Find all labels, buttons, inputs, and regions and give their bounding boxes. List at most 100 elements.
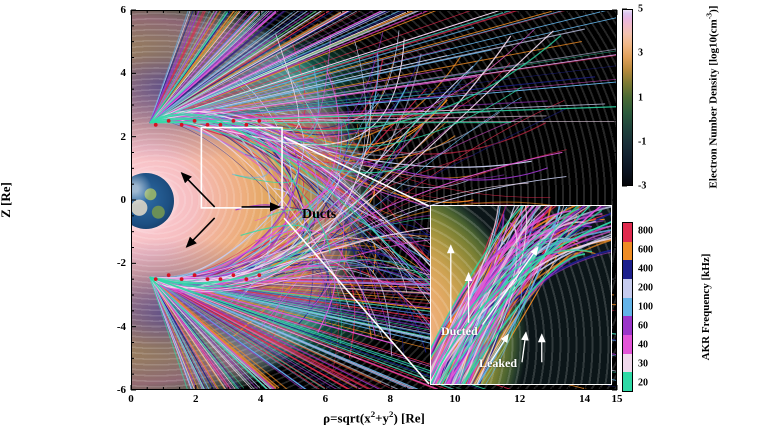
ray-trace: [149, 11, 308, 124]
source-marker: [166, 118, 171, 123]
ray-trace: [149, 69, 443, 124]
ray-trace: [149, 50, 616, 124]
ray-trace: [149, 276, 326, 389]
inset-ray-trace: [434, 230, 611, 384]
inset-ray-trace: [476, 206, 561, 384]
inset-ray-trace: [437, 218, 531, 384]
ray-trace: [149, 11, 249, 124]
ray-trace: [149, 276, 304, 389]
akr-band-100: [623, 297, 632, 317]
ray-trace: [149, 11, 334, 124]
y-tick-label: -2: [116, 257, 126, 270]
inset-arrow-overlay: [446, 244, 546, 363]
ray-trace: [149, 11, 197, 123]
ray-trace: [149, 11, 263, 124]
density-colorbar[interactable]: [622, 9, 633, 186]
ray-trace: [149, 276, 204, 389]
ray-trace: [149, 11, 241, 124]
ray-trace: [149, 277, 205, 389]
zoom-inset-panel[interactable]: Ducted Leaked: [430, 205, 612, 385]
ray-trace: [149, 11, 287, 124]
source-marker: [179, 122, 184, 127]
ray-trace: [149, 11, 383, 124]
ducts-label: Ducts: [302, 207, 337, 222]
ray-trace: [149, 276, 268, 389]
akr-band-20: [623, 372, 632, 391]
ray-trace: [149, 11, 218, 124]
ray-trace: [149, 11, 240, 124]
akr-tick-label: 600: [638, 244, 653, 256]
ray-trace: [149, 11, 268, 124]
akr-tick-label: 800: [638, 225, 653, 237]
y-tick-label: -4: [116, 320, 126, 333]
source-marker: [205, 122, 210, 127]
ray-trace: [149, 11, 296, 124]
ray-trace: [149, 11, 189, 124]
source-marker: [179, 277, 184, 282]
inset-leaked-label: Leaked: [479, 356, 518, 370]
inset-arrow: [489, 333, 509, 363]
akr-band-800: [623, 223, 632, 242]
akr-band-600: [623, 241, 632, 261]
ray-trace: [149, 11, 300, 124]
source-marker: [153, 277, 158, 282]
ray-trace: [149, 276, 259, 389]
ray-trace: [149, 276, 239, 389]
ray-trace: [149, 29, 370, 124]
akr-colorbar-title: AKR Frequency [kHz]: [700, 253, 712, 361]
ray-trace: [149, 11, 606, 124]
x-tick-label: 2: [193, 393, 199, 405]
annotation-overlay: [180, 126, 283, 248]
ray-trace: [149, 276, 219, 389]
ray-trace: [149, 11, 358, 124]
ray-trace: [149, 11, 265, 124]
akr-band-30: [623, 353, 632, 373]
ray-trace: [149, 276, 231, 389]
ray-trace: [149, 11, 563, 124]
inset-ray-trace: [462, 253, 586, 384]
ray-trace: [149, 276, 274, 389]
x-axis-label: ρ=sqrt(x2+y2) [Re]: [323, 409, 425, 426]
ray-trace: [149, 11, 437, 124]
inset-ray-trace: [452, 239, 611, 384]
akr-band-200: [623, 278, 632, 298]
akr-tick-label: 400: [638, 263, 653, 275]
ray-trace: [149, 11, 387, 124]
akr-frequency-colorbar[interactable]: [622, 222, 633, 392]
ray-trace: [149, 78, 616, 124]
ray-trace: [149, 11, 260, 124]
ray-trace: [149, 11, 238, 124]
x-tick-label: 0: [128, 393, 134, 405]
inset-ray-overlay: [431, 206, 611, 384]
ray-trace: [149, 276, 354, 389]
ray-trace: [149, 276, 253, 389]
x-tick-label: 4: [257, 393, 264, 405]
ducts-arrow-group: [180, 172, 281, 248]
x-tick-label: 15: [611, 393, 623, 405]
ducts-arrow: [180, 172, 216, 208]
ray-trace: [149, 276, 262, 389]
inset-ray-trace: [458, 238, 551, 384]
ray-trace: [149, 11, 471, 124]
ray-trace: [149, 11, 191, 123]
roi-box[interactable]: [200, 126, 283, 209]
ray-trace: [149, 11, 401, 124]
ray-trace: [149, 11, 350, 124]
y-axis-label: Z [Re]: [0, 182, 13, 218]
ray-trace: [149, 11, 346, 124]
akr-band-400: [623, 260, 632, 279]
y-tick-label: 4: [120, 67, 127, 80]
source-marker: [218, 122, 223, 127]
ray-trace: [149, 276, 399, 389]
ray-trace: [149, 11, 253, 124]
ray-trace: [149, 11, 221, 124]
ray-trace: [149, 276, 332, 389]
akr-band-40: [623, 334, 632, 354]
ray-trace: [149, 11, 500, 124]
inset-ducted-label: Ducted: [441, 324, 478, 338]
ray-trace: [149, 11, 235, 124]
source-marker: [257, 118, 262, 123]
ray-trace: [149, 54, 616, 124]
akr-band-60: [623, 316, 632, 335]
